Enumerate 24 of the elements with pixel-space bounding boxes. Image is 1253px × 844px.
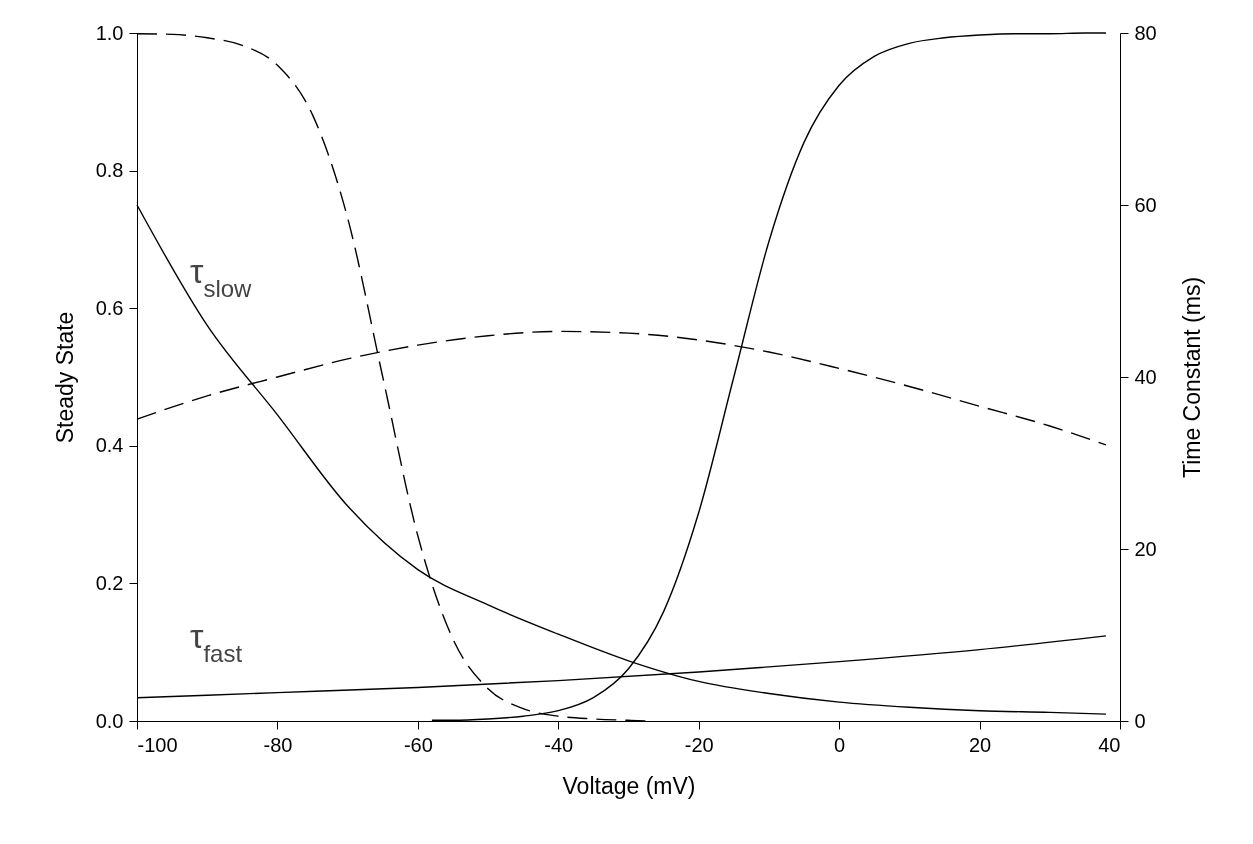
y-tick-label: 0.0	[95, 709, 124, 732]
x-axis-title: Voltage (mV)	[562, 772, 696, 799]
x-tick-label: 20	[968, 733, 992, 756]
y-tick-label: 0.4	[95, 434, 124, 457]
x-tick-label: -100	[137, 733, 178, 756]
y2-tick-label: 40	[1134, 365, 1157, 388]
y-tick-label: 0.2	[95, 571, 124, 594]
y2-tick-label: 60	[1134, 193, 1157, 216]
x-tick-label: -20	[684, 733, 714, 756]
x-tick-label: 40	[1098, 733, 1121, 756]
y2-tick-label: 0	[1134, 709, 1146, 732]
y2-tick-label: 20	[1134, 537, 1157, 560]
x-tick-label: 0	[834, 733, 846, 756]
x-tick-label: -40	[544, 733, 574, 756]
y2-axis-title: Time Constant (ms)	[1178, 276, 1205, 479]
y-tick-label: 0.8	[95, 159, 124, 182]
x-tick-label: -60	[403, 733, 433, 756]
y-axis-title: Steady State	[51, 311, 78, 444]
annotation: τ$_{slow}$	[190, 252, 253, 302]
y-tick-label: 0.6	[95, 296, 124, 319]
annotation: τ$_{fast}$	[190, 617, 243, 667]
y2-tick-label: 80	[1134, 21, 1157, 44]
y-tick-label: 1.0	[95, 21, 124, 44]
x-tick-label: -80	[263, 733, 293, 756]
